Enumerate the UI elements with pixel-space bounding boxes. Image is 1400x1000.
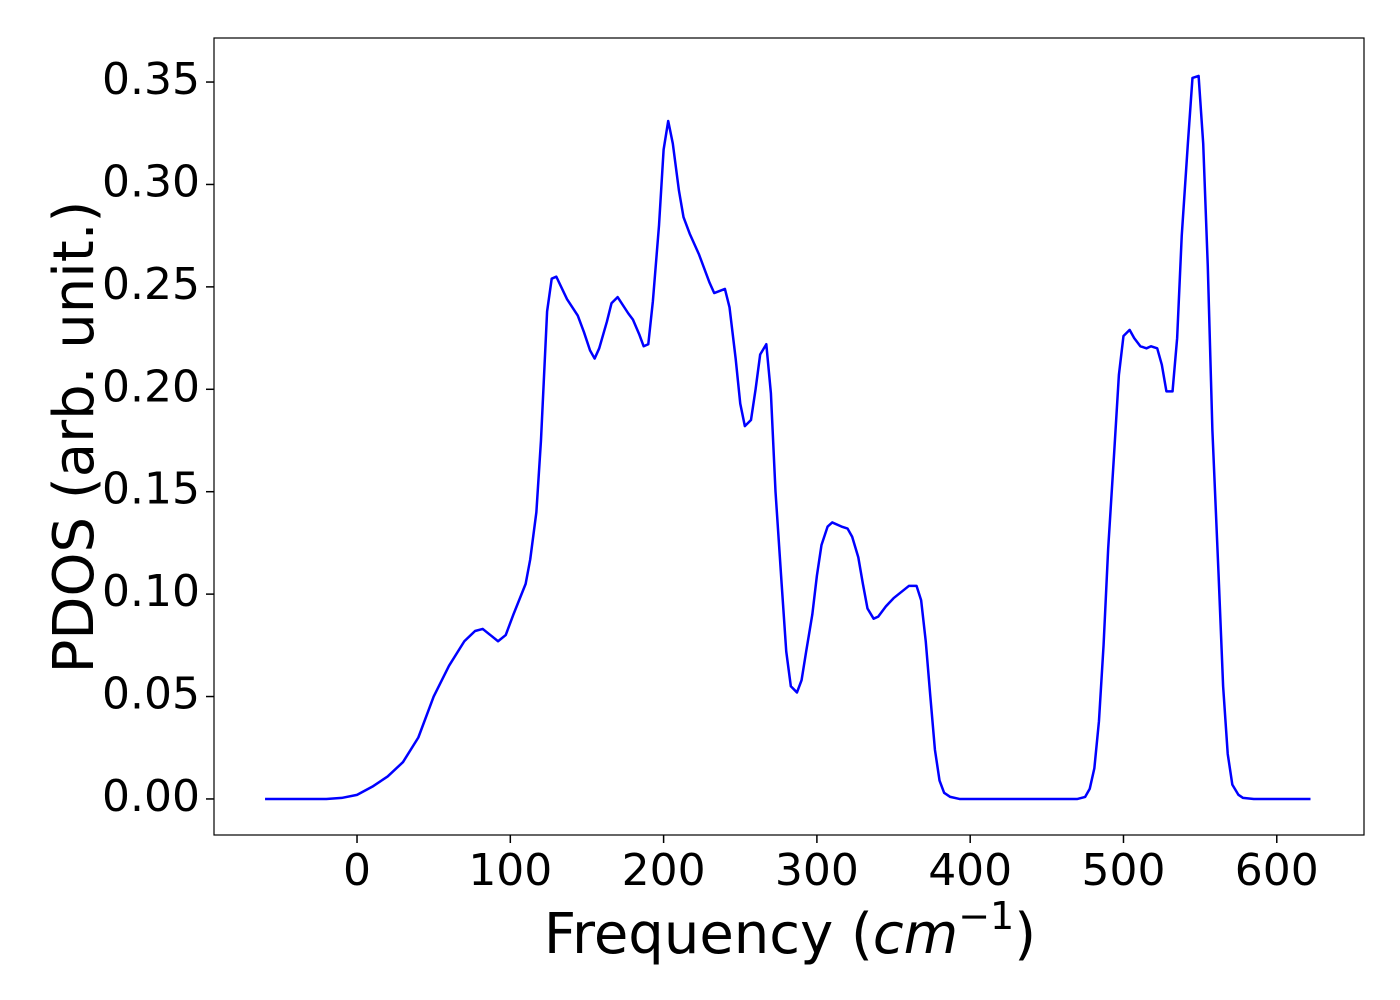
x-axis-label: Frequency (cm−1) [544, 894, 1036, 967]
y-tick-label: 0.20 [102, 361, 200, 412]
y-tick-label: 0.30 [102, 156, 200, 207]
x-label-part: −1 [958, 894, 1014, 938]
y-tick-label: 0.05 [102, 669, 200, 720]
y-tick-label: 0.25 [102, 259, 200, 310]
y-tick-label: 0.00 [102, 771, 200, 822]
x-label-part: cm [873, 902, 958, 967]
y-tick-label: 0.35 [102, 54, 200, 105]
x-tick-label: 600 [1235, 845, 1319, 896]
x-tick-label: 400 [928, 845, 1012, 896]
x-label-part: ) [1014, 902, 1036, 967]
data-line [265, 74, 1311, 801]
x-tick-label: 100 [468, 845, 552, 896]
x-tick-label: 200 [622, 845, 706, 896]
x-tick-label: 0 [343, 845, 371, 896]
plot-frame [213, 37, 1365, 836]
y-axis-label: PDOS (arb. unit.) [42, 201, 107, 674]
x-label-part: Frequency ( [544, 902, 873, 967]
y-tick-label: 0.10 [102, 566, 200, 617]
x-tick-label: 300 [775, 845, 859, 896]
y-tick-label: 0.15 [102, 464, 200, 515]
x-tick-label: 500 [1081, 845, 1165, 896]
